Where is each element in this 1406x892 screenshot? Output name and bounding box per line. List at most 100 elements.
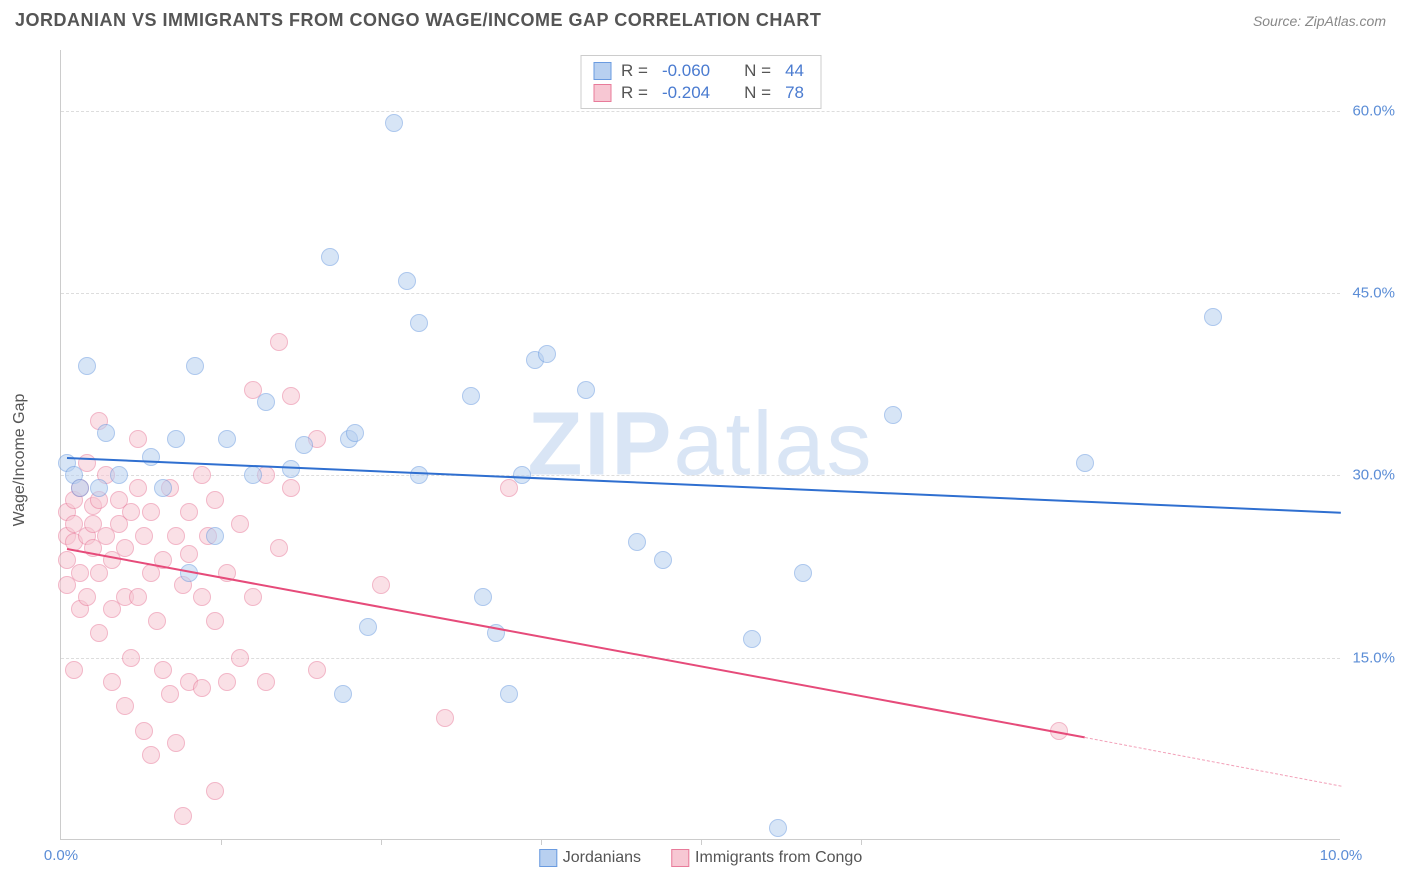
data-point bbox=[244, 466, 262, 484]
data-point bbox=[97, 424, 115, 442]
correlation-stats-box: R =-0.060N =44R =-0.204N =78 bbox=[580, 55, 821, 109]
x-tick-mark bbox=[541, 839, 542, 845]
data-point bbox=[167, 734, 185, 752]
x-tick-label: 10.0% bbox=[1320, 847, 1363, 864]
legend-swatch bbox=[593, 62, 611, 80]
data-point bbox=[257, 673, 275, 691]
y-tick-label: 45.0% bbox=[1352, 285, 1395, 302]
data-point bbox=[218, 673, 236, 691]
data-point bbox=[321, 248, 339, 266]
data-point bbox=[295, 436, 313, 454]
data-point bbox=[334, 685, 352, 703]
data-point bbox=[148, 612, 166, 630]
data-point bbox=[193, 588, 211, 606]
data-point bbox=[110, 466, 128, 484]
legend-item: Immigrants from Congo bbox=[671, 849, 862, 867]
data-point bbox=[231, 649, 249, 667]
x-tick-mark bbox=[381, 839, 382, 845]
data-point bbox=[500, 685, 518, 703]
data-point bbox=[1204, 308, 1222, 326]
data-point bbox=[308, 661, 326, 679]
stat-n-value: 78 bbox=[785, 83, 804, 103]
data-point bbox=[282, 479, 300, 497]
legend-swatch bbox=[593, 84, 611, 102]
data-point bbox=[270, 539, 288, 557]
data-point bbox=[135, 722, 153, 740]
data-point bbox=[654, 551, 672, 569]
data-point bbox=[769, 819, 787, 837]
plot-area: ZIPatlas R =-0.060N =44R =-0.204N =78 Jo… bbox=[60, 50, 1340, 840]
data-point bbox=[474, 588, 492, 606]
data-point bbox=[193, 679, 211, 697]
data-point bbox=[78, 588, 96, 606]
data-point bbox=[538, 345, 556, 363]
data-point bbox=[1076, 454, 1094, 472]
data-point bbox=[436, 709, 454, 727]
data-point bbox=[244, 588, 262, 606]
trend-line bbox=[1085, 737, 1341, 787]
data-point bbox=[385, 114, 403, 132]
x-tick-mark bbox=[861, 839, 862, 845]
data-point bbox=[71, 479, 89, 497]
data-point bbox=[206, 527, 224, 545]
legend-swatch bbox=[539, 849, 557, 867]
series-legend: JordaniansImmigrants from Congo bbox=[539, 849, 862, 867]
y-axis-label: Wage/Income Gap bbox=[11, 394, 29, 527]
data-point bbox=[122, 649, 140, 667]
data-point bbox=[193, 466, 211, 484]
data-point bbox=[116, 539, 134, 557]
data-point bbox=[122, 503, 140, 521]
trend-line bbox=[67, 457, 1341, 514]
stat-n-label: N = bbox=[744, 83, 771, 103]
chart-header: JORDANIAN VS IMMIGRANTS FROM CONGO WAGE/… bbox=[0, 0, 1406, 36]
data-point bbox=[161, 685, 179, 703]
legend-swatch bbox=[671, 849, 689, 867]
data-point bbox=[71, 564, 89, 582]
data-point bbox=[206, 491, 224, 509]
y-tick-label: 60.0% bbox=[1352, 102, 1395, 119]
data-point bbox=[90, 479, 108, 497]
data-point bbox=[346, 424, 364, 442]
grid-line bbox=[61, 658, 1340, 659]
source-attribution: Source: ZipAtlas.com bbox=[1253, 13, 1386, 29]
stat-r-value: -0.060 bbox=[662, 61, 710, 81]
grid-line bbox=[61, 111, 1340, 112]
data-point bbox=[186, 357, 204, 375]
data-point bbox=[577, 381, 595, 399]
stat-r-label: R = bbox=[621, 83, 648, 103]
data-point bbox=[206, 612, 224, 630]
data-point bbox=[218, 430, 236, 448]
data-point bbox=[282, 460, 300, 478]
legend-label: Immigrants from Congo bbox=[695, 849, 862, 867]
data-point bbox=[270, 333, 288, 351]
data-point bbox=[90, 624, 108, 642]
trend-line bbox=[67, 548, 1085, 738]
data-point bbox=[129, 479, 147, 497]
data-point bbox=[78, 357, 96, 375]
data-point bbox=[359, 618, 377, 636]
data-point bbox=[65, 661, 83, 679]
chart-title: JORDANIAN VS IMMIGRANTS FROM CONGO WAGE/… bbox=[15, 10, 821, 31]
stat-n-value: 44 bbox=[785, 61, 804, 81]
data-point bbox=[628, 533, 646, 551]
data-point bbox=[743, 630, 761, 648]
data-point bbox=[206, 782, 224, 800]
data-point bbox=[180, 503, 198, 521]
x-tick-mark bbox=[221, 839, 222, 845]
data-point bbox=[167, 430, 185, 448]
data-point bbox=[142, 448, 160, 466]
data-point bbox=[257, 393, 275, 411]
data-point bbox=[129, 588, 147, 606]
data-point bbox=[103, 673, 121, 691]
y-tick-label: 15.0% bbox=[1352, 649, 1395, 666]
data-point bbox=[167, 527, 185, 545]
data-point bbox=[154, 479, 172, 497]
data-point bbox=[410, 466, 428, 484]
stats-row: R =-0.060N =44 bbox=[593, 60, 808, 82]
data-point bbox=[142, 503, 160, 521]
stats-row: R =-0.204N =78 bbox=[593, 82, 808, 104]
data-point bbox=[154, 661, 172, 679]
data-point bbox=[129, 430, 147, 448]
data-point bbox=[174, 807, 192, 825]
data-point bbox=[180, 545, 198, 563]
